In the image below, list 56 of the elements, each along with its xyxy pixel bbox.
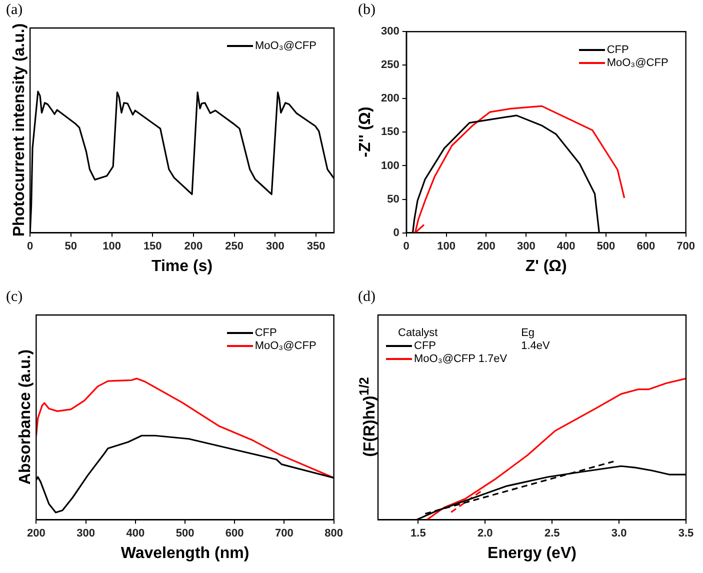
x-tick-label: 400 — [556, 240, 576, 252]
y-axis-title: Absorbance (a.u.) — [17, 350, 36, 485]
x-tick-label: 1.5 — [410, 527, 426, 540]
x-axis-title: Time (s) — [151, 258, 213, 276]
legend-label: MoO₃@CFP — [606, 56, 668, 69]
x-tick-label: 300 — [76, 527, 95, 540]
y-tick-label: 0 — [393, 226, 400, 239]
text: 1.4eV — [521, 340, 550, 352]
x-tick-label: 0 — [26, 240, 34, 252]
chart-title: (c) — [6, 289, 23, 306]
legend-title: Catalyst — [397, 327, 439, 339]
x-axis-title: Energy (eV) — [488, 545, 576, 563]
legend-label: MoO₃@CFP — [255, 40, 316, 52]
y-axis-title: Photocurrent intensity (a.u.) — [11, 24, 30, 238]
y-tick-label: 300 — [380, 26, 400, 38]
y-tick-label: 200 — [380, 92, 400, 105]
chart-title: (d) — [358, 289, 376, 306]
x-tick-label: 150 — [143, 240, 162, 252]
y-tick-label: 250 — [380, 59, 400, 72]
x-tick-label: 400 — [126, 527, 145, 540]
x-tick-label: 200 — [26, 527, 46, 540]
x-tick-label: 3.0 — [611, 527, 627, 540]
y-tick-label: 150 — [380, 126, 400, 138]
chart-title: (a) — [6, 2, 23, 19]
x-tick-label: 500 — [176, 527, 194, 540]
x-tick-label: 0 — [403, 240, 410, 252]
x-tick-label: 500 — [596, 240, 616, 252]
legend-label: MoO₃@CFP — [254, 340, 316, 352]
x-tick-label: 600 — [636, 240, 656, 252]
chart-title: (b) — [358, 2, 376, 19]
x-tick-label: 300 — [266, 240, 284, 252]
x-tick-label: 250 — [225, 240, 244, 252]
legend-label: CFP — [414, 340, 436, 352]
legend-label: CFP — [606, 44, 629, 56]
x-tick-label: 350 — [306, 240, 326, 252]
y-axis-title: -Z'' (Ω) — [357, 106, 375, 158]
x-tick-label: 800 — [324, 527, 344, 540]
x-tick-label: 100 — [437, 240, 456, 252]
x-axis-title: Wavelength (nm) — [120, 545, 250, 563]
x-tick-label: 2.0 — [477, 527, 493, 540]
y-tick-label: 50 — [387, 193, 400, 206]
y-tick-label: 100 — [380, 160, 400, 172]
x-tick-label: 200 — [184, 240, 203, 252]
x-tick-label: 50 — [64, 240, 78, 252]
x-tick-label: 700 — [676, 240, 696, 252]
x-tick-label: 700 — [275, 527, 294, 540]
x-axis-title: Z' (Ω) — [525, 258, 567, 276]
x-tick-label: 3.5 — [678, 527, 694, 540]
legend-label: MoO₃@CFP 1.7eV — [414, 353, 508, 365]
x-tick-label: 2.5 — [544, 527, 560, 540]
x-tick-label: 100 — [102, 240, 121, 252]
text: Eg — [521, 327, 536, 339]
x-tick-label: 300 — [516, 240, 536, 252]
x-tick-label: 200 — [477, 240, 496, 252]
x-tick-label: 600 — [225, 527, 244, 540]
legend-label: CFP — [254, 327, 277, 339]
